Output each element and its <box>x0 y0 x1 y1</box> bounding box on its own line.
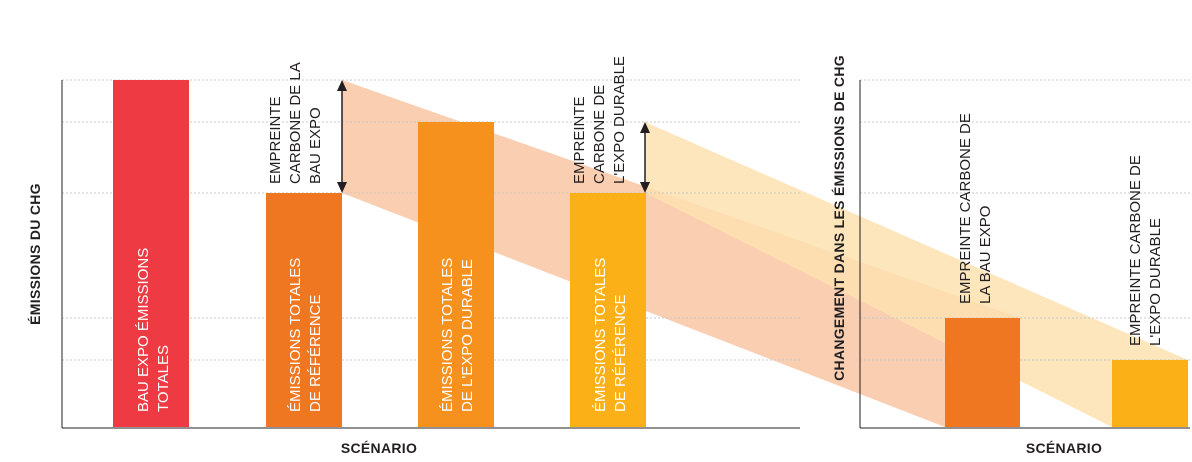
annotation-bau-footprint: EMPREINTE CARBONE DE LA BAU EXPO <box>267 59 324 184</box>
bar-durable-total <box>418 122 494 427</box>
left-y-axis-title: ÉMISSIONS DU CHG <box>27 183 43 325</box>
left-axes <box>61 80 800 429</box>
bar-bau-total <box>113 80 189 427</box>
bar-footprint-bau <box>945 318 1020 427</box>
label-footprint-durable: EMPREINTE CARBONE DE L'EXPO DURABLE <box>1127 151 1164 346</box>
arrow-bau-footprint <box>337 80 347 193</box>
bar-footprint-durable <box>1112 360 1188 427</box>
right-x-axis-title: SCÉNARIO <box>1026 440 1102 456</box>
bar-reference-2 <box>570 193 646 427</box>
annotation-durable-footprint: EMPREINTE CARBONE DE L'EXPO DURABLE <box>571 56 628 184</box>
right-gridlines <box>860 79 1190 361</box>
bar-reference-1 <box>266 193 342 427</box>
projection-band-bau <box>342 80 1020 427</box>
right-axes <box>859 80 1190 429</box>
bar-label-reference-2: ÉMISSIONS TOTALES DE RÉFÉRENCE <box>592 254 629 412</box>
label-footprint-bau: EMPREINTE CARBONE DE LA BAU EXPO <box>957 109 994 304</box>
bar-label-reference-1: ÉMISSIONS TOTALES DE RÉFÉRENCE <box>287 254 324 412</box>
arrow-durable-footprint <box>640 122 650 193</box>
right-y-axis-title: CHANGEMENT DANS LES ÉMISSIONS DE CHG <box>831 55 847 381</box>
bar-label-bau-total: BAU EXPO ÉMISSIONS TOTALES <box>135 244 172 412</box>
projection-band-durable <box>645 122 1188 427</box>
bar-label-durable-total: ÉMISSIONS TOTALES DE L'EXPO DURABLE <box>439 254 476 412</box>
left-x-axis-title: SCÉNARIO <box>341 440 417 456</box>
